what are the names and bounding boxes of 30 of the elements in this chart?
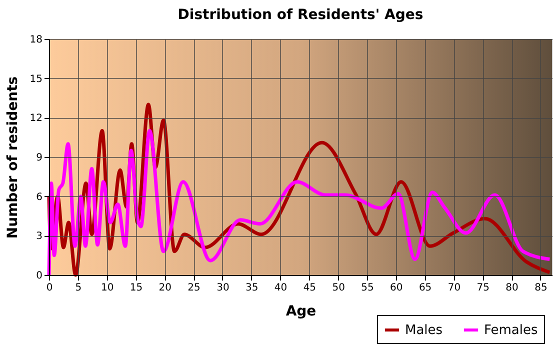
x-tick-label: 55 — [361, 282, 374, 294]
x-tick-label: 70 — [448, 282, 461, 294]
x-axis-title: Age — [286, 304, 316, 320]
legend-label: Females — [484, 323, 538, 338]
x-tick-label: 10 — [100, 282, 114, 294]
x-tick-label: 85 — [534, 282, 548, 294]
x-tick-label: 0 — [46, 282, 53, 294]
x-tick-label: 75 — [476, 282, 490, 294]
x-tick-label: 25 — [188, 282, 200, 294]
y-axis-title: Number of residents — [4, 76, 21, 239]
x-tick-label: 30 — [216, 282, 230, 294]
y-tick-label: 0 — [36, 270, 42, 282]
y-tick-label: 15 — [30, 74, 42, 85]
x-tick-label: 35 — [245, 282, 258, 294]
y-tick-label: 6 — [36, 192, 42, 203]
chart-title: Distribution of Residents' Ages — [178, 7, 424, 23]
y-tick-label: 9 — [36, 152, 42, 164]
x-tick-label: 5 — [75, 282, 82, 294]
x-tick-label: 20 — [158, 282, 172, 294]
x-tick-label: 15 — [130, 282, 143, 294]
x-tick-label: 60 — [390, 282, 403, 294]
x-tick-label: 80 — [506, 282, 518, 294]
x-tick-label: 65 — [418, 282, 432, 294]
y-tick-label: 12 — [30, 113, 42, 124]
x-tick-label: 45 — [303, 282, 316, 294]
y-tick-label: 3 — [36, 231, 42, 242]
legend-label: Males — [405, 323, 443, 338]
x-tick-label: 40 — [274, 282, 288, 294]
y-tick-label: 18 — [30, 34, 42, 46]
x-tick-label: 50 — [332, 282, 345, 294]
